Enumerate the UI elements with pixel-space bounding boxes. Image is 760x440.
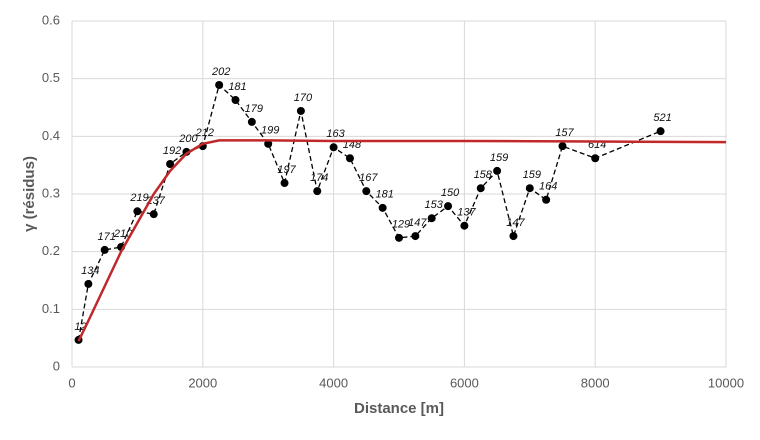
pair-count-label: 181 (375, 189, 393, 201)
pair-count-label: 181 (228, 81, 246, 93)
y-tick-label: 0.6 (42, 12, 60, 27)
pair-count-label: 147 (506, 217, 525, 229)
y-tick-label: 0.3 (42, 185, 60, 200)
pair-count-label: 129 (392, 219, 410, 231)
point (100, 245, 109, 254)
pair-count-label: 159 (523, 169, 541, 181)
point (264, 139, 273, 148)
x-tick-label: 0 (68, 375, 75, 390)
x-tick-label: 6000 (450, 375, 479, 390)
y-tick-label: 0.5 (42, 70, 60, 85)
pair-count-label: 157 (555, 127, 574, 139)
point (215, 81, 224, 90)
pair-count-label: 200 (178, 133, 198, 145)
pair-count-label: 174 (310, 172, 328, 184)
point (460, 221, 469, 230)
pair-count-label: 202 (211, 66, 230, 78)
point (427, 214, 436, 223)
point (395, 233, 403, 242)
y-tick-label: 0.2 (42, 243, 60, 258)
pair-count-label: 158 (474, 169, 493, 181)
point (558, 142, 567, 151)
pair-count-label: 179 (245, 103, 263, 115)
pair-count-label: 199 (261, 125, 279, 137)
pair-count-label: 167 (359, 172, 378, 184)
point (149, 210, 158, 219)
pair-count-label: 170 (294, 92, 313, 104)
pair-count-label: 521 (653, 112, 671, 124)
pair-count-label: 212 (195, 127, 214, 139)
x-axis-title: Distance [m] (354, 400, 444, 417)
pair-count-label: 134 (81, 265, 99, 277)
pair-count-label: 153 (425, 199, 444, 211)
point (476, 184, 485, 193)
x-tick-label: 10000 (708, 375, 744, 390)
pair-count-label: 163 (326, 128, 345, 140)
point (378, 203, 387, 212)
y-tick-label: 0 (53, 358, 60, 373)
point (411, 232, 420, 241)
point (296, 106, 305, 115)
point (345, 154, 354, 163)
pair-count-label: 164 (539, 181, 557, 193)
point (444, 202, 453, 211)
y-tick-label: 0.1 (42, 301, 60, 316)
point (591, 154, 600, 163)
point (493, 166, 502, 175)
pair-count-label: 219 (129, 192, 148, 204)
point (509, 232, 518, 241)
point (84, 279, 93, 288)
x-tick-label: 2000 (188, 375, 217, 390)
point (313, 187, 322, 196)
point (231, 96, 240, 105)
pair-count-label: 171 (98, 231, 116, 243)
pair-count-label: 150 (441, 187, 460, 199)
point (525, 184, 534, 193)
pair-count-label: 159 (490, 152, 508, 164)
point (182, 147, 191, 156)
point (362, 187, 371, 196)
pair-count-label: 192 (163, 145, 181, 157)
variogram-line (77, 83, 661, 341)
y-axis-title: γ (résidus) (21, 156, 38, 232)
x-tick-label: 4000 (319, 375, 348, 390)
point (166, 160, 175, 169)
x-tick-label: 8000 (581, 375, 610, 390)
point (280, 179, 289, 188)
point (542, 195, 551, 204)
point (133, 207, 142, 216)
y-tick-label: 0.4 (42, 128, 60, 143)
pair-count-label: 137 (457, 207, 476, 219)
point (247, 117, 256, 126)
point (656, 127, 665, 136)
point (329, 143, 338, 152)
pair-count-label: 197 (277, 164, 296, 176)
model-curve (77, 139, 727, 342)
pair-count-label: 147 (408, 217, 427, 229)
